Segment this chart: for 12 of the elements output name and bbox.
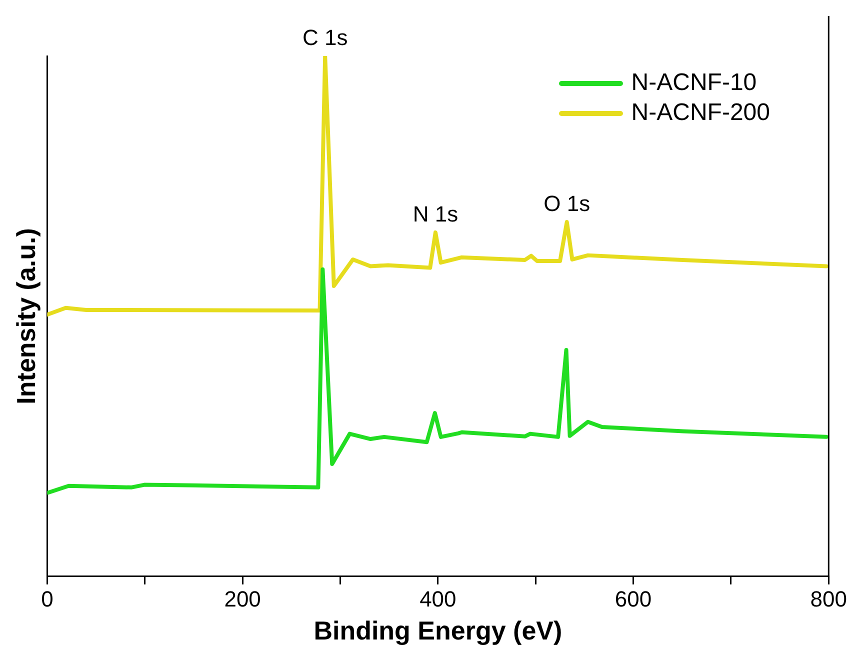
- x-tick-label: 0: [41, 586, 54, 612]
- x-axis-title: Binding Energy (eV): [314, 616, 562, 646]
- legend-label: N-ACNF-10: [631, 69, 757, 97]
- annotation: C 1s: [302, 25, 348, 50]
- x-tick-label: 800: [810, 586, 848, 612]
- y-axis-title: Intensity (a.u.): [10, 228, 41, 404]
- legend-label: N-ACNF-200: [631, 99, 770, 127]
- x-tick-label: 600: [614, 586, 652, 612]
- x-tick-label: 400: [420, 586, 456, 612]
- x-tick-label: 200: [224, 586, 261, 612]
- annotation: O 1s: [544, 191, 590, 216]
- annotation: N 1s: [412, 201, 458, 226]
